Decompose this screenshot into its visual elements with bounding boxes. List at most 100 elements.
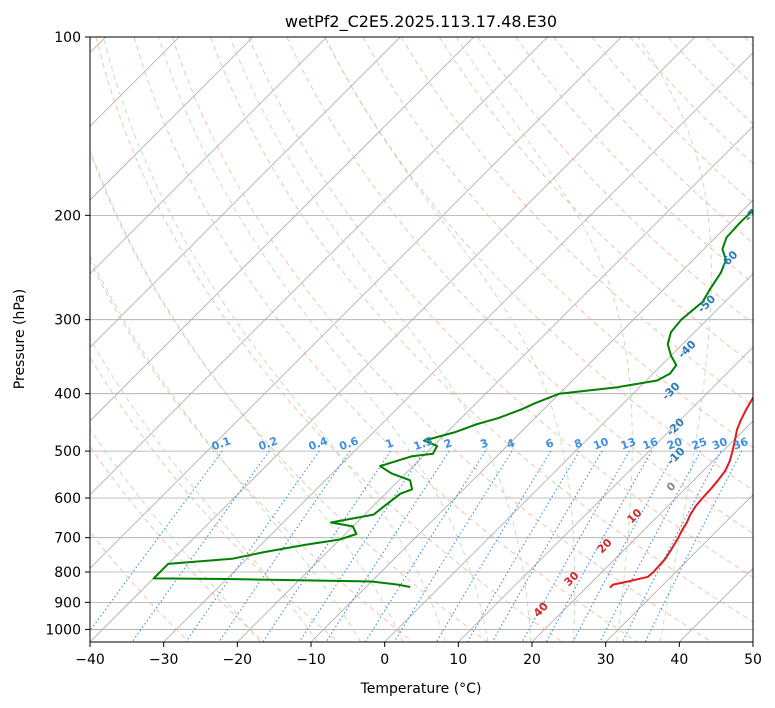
isotherm-line bbox=[90, 37, 254, 201]
moist-adiabat-line bbox=[90, 255, 361, 642]
dry-adiabat-lines bbox=[90, 37, 753, 642]
moist-adiabat-line bbox=[158, 37, 489, 642]
x-tick-label: 10 bbox=[449, 652, 467, 668]
plot-frame bbox=[89, 36, 754, 643]
x-tick-label: 30 bbox=[597, 652, 615, 668]
mixing-ratio-line bbox=[131, 450, 270, 642]
moist-adiabat-line bbox=[90, 337, 319, 642]
y-tick-label: 800 bbox=[54, 565, 81, 581]
isobar-gridlines bbox=[90, 37, 753, 630]
isotherm-value-label: -70 bbox=[742, 201, 765, 224]
mixing-ratio-line bbox=[521, 450, 630, 642]
mixing-ratio-label: 10 bbox=[592, 435, 611, 453]
x-tick-label: 40 bbox=[670, 652, 688, 668]
y-tick-label: 600 bbox=[54, 491, 81, 507]
isotherm-line bbox=[237, 125, 753, 642]
x-axis-label: Temperature (°C) bbox=[360, 681, 482, 697]
dry-adiabat-line bbox=[90, 259, 414, 642]
mixing-ratio-line bbox=[185, 450, 320, 642]
temperature-profile-line bbox=[609, 395, 753, 589]
mixing-ratio-line bbox=[364, 450, 486, 642]
mixing-ratio-lines bbox=[90, 450, 743, 642]
y-tick-label: 700 bbox=[54, 531, 81, 547]
x-tick-label: 20 bbox=[523, 652, 541, 668]
mixing-ratio-label: 0.6 bbox=[338, 434, 361, 453]
mixing-ratio-label: 4 bbox=[505, 436, 517, 451]
sounding-series bbox=[152, 209, 753, 589]
mixing-ratio-line bbox=[435, 450, 552, 642]
x-tick-label: −40 bbox=[75, 652, 105, 668]
reference-line-labels: 0.10.20.40.611.52346810131620253036-100-… bbox=[210, 201, 765, 620]
dry-adiabat-line bbox=[515, 37, 753, 284]
dry-adiabat-line bbox=[362, 37, 753, 449]
mixing-ratio-label: 6 bbox=[544, 436, 556, 451]
y-axis: 100 200 300 400 500 600 700 800 900 1000 bbox=[45, 30, 90, 638]
mixing-ratio-label: 8 bbox=[572, 436, 584, 451]
mixing-ratio-label: 25 bbox=[690, 435, 709, 452]
y-tick-label: 400 bbox=[54, 387, 81, 403]
mixing-ratio-line bbox=[393, 450, 513, 642]
y-tick-label: 300 bbox=[54, 313, 81, 329]
dry-adiabat-line bbox=[400, 37, 753, 407]
dry-adiabat-line bbox=[439, 37, 753, 365]
y-tick-label: 200 bbox=[54, 208, 81, 224]
isotherm-line bbox=[90, 37, 475, 422]
y-tick-label: 900 bbox=[54, 595, 81, 611]
y-tick-label: 500 bbox=[54, 444, 81, 460]
isotherm-line bbox=[90, 37, 401, 348]
mixing-ratio-label: 1.5 bbox=[412, 434, 435, 453]
moist-adiabat-line bbox=[90, 428, 261, 642]
mixing-ratio-label: 3 bbox=[478, 436, 490, 451]
mixing-ratio-line bbox=[218, 450, 351, 642]
isotherm-line bbox=[605, 494, 753, 642]
isotherm-line bbox=[90, 37, 622, 569]
mixing-ratio-line bbox=[599, 450, 701, 642]
mixing-ratio-line bbox=[467, 450, 580, 642]
mixing-ratio-label: 36 bbox=[731, 435, 750, 453]
plot-area: 0.10.20.40.611.52346810131620253036-100-… bbox=[90, 37, 765, 642]
isotherm-line bbox=[90, 37, 548, 496]
mixing-ratio-label: 16 bbox=[641, 435, 660, 453]
isotherm-line bbox=[163, 52, 753, 642]
mixing-ratio-label: 13 bbox=[619, 435, 638, 452]
moist-adiabat-line bbox=[637, 37, 712, 642]
isotherm-line bbox=[90, 37, 327, 275]
mixing-ratio-label: 0.4 bbox=[307, 434, 330, 453]
mixing-ratio-label: 30 bbox=[710, 435, 729, 453]
isotherm-lines bbox=[90, 37, 753, 642]
dry-adiabat-line bbox=[95, 37, 563, 642]
dry-adiabat-line bbox=[171, 37, 712, 642]
isotherm-line bbox=[384, 273, 753, 642]
chart-title: wetPf2_C2E5.2025.113.17.48.E30 bbox=[285, 12, 557, 32]
x-axis: −40 −30 −20 −10 0 10 20 30 40 50 bbox=[75, 642, 762, 668]
moist-adiabat-line bbox=[102, 37, 446, 642]
isotherm-line bbox=[458, 346, 753, 642]
moist-adiabat-line bbox=[324, 37, 576, 642]
moist-adiabat-line bbox=[90, 147, 404, 642]
isotherm-line bbox=[531, 420, 753, 642]
mixing-ratio-line bbox=[545, 450, 653, 642]
dry-adiabat-line bbox=[248, 37, 753, 578]
mixing-ratio-line bbox=[491, 450, 603, 642]
isotherm-line bbox=[310, 199, 753, 642]
mixing-ratio-label: 1 bbox=[384, 436, 396, 451]
x-tick-label: −10 bbox=[296, 652, 326, 668]
x-tick-label: 0 bbox=[380, 652, 389, 668]
y-axis-label: Pressure (hPa) bbox=[12, 289, 28, 389]
dry-adiabat-line bbox=[210, 37, 753, 623]
mixing-ratio-label: 2 bbox=[442, 436, 454, 451]
mixing-ratio-label: 20 bbox=[665, 435, 684, 453]
isotherm-line bbox=[90, 37, 696, 642]
dry-adiabat-line bbox=[90, 531, 190, 642]
dry-adiabat-line bbox=[133, 37, 638, 642]
mixing-ratio-line bbox=[621, 450, 722, 642]
y-tick-label: 1000 bbox=[45, 622, 81, 638]
dry-adiabat-line bbox=[591, 37, 753, 204]
dry-adiabat-line bbox=[477, 37, 753, 325]
mixing-ratio-line bbox=[572, 450, 677, 642]
dry-adiabat-line bbox=[90, 445, 264, 642]
mixing-ratio-label: 0.1 bbox=[210, 434, 233, 453]
x-tick-label: −20 bbox=[223, 652, 253, 668]
